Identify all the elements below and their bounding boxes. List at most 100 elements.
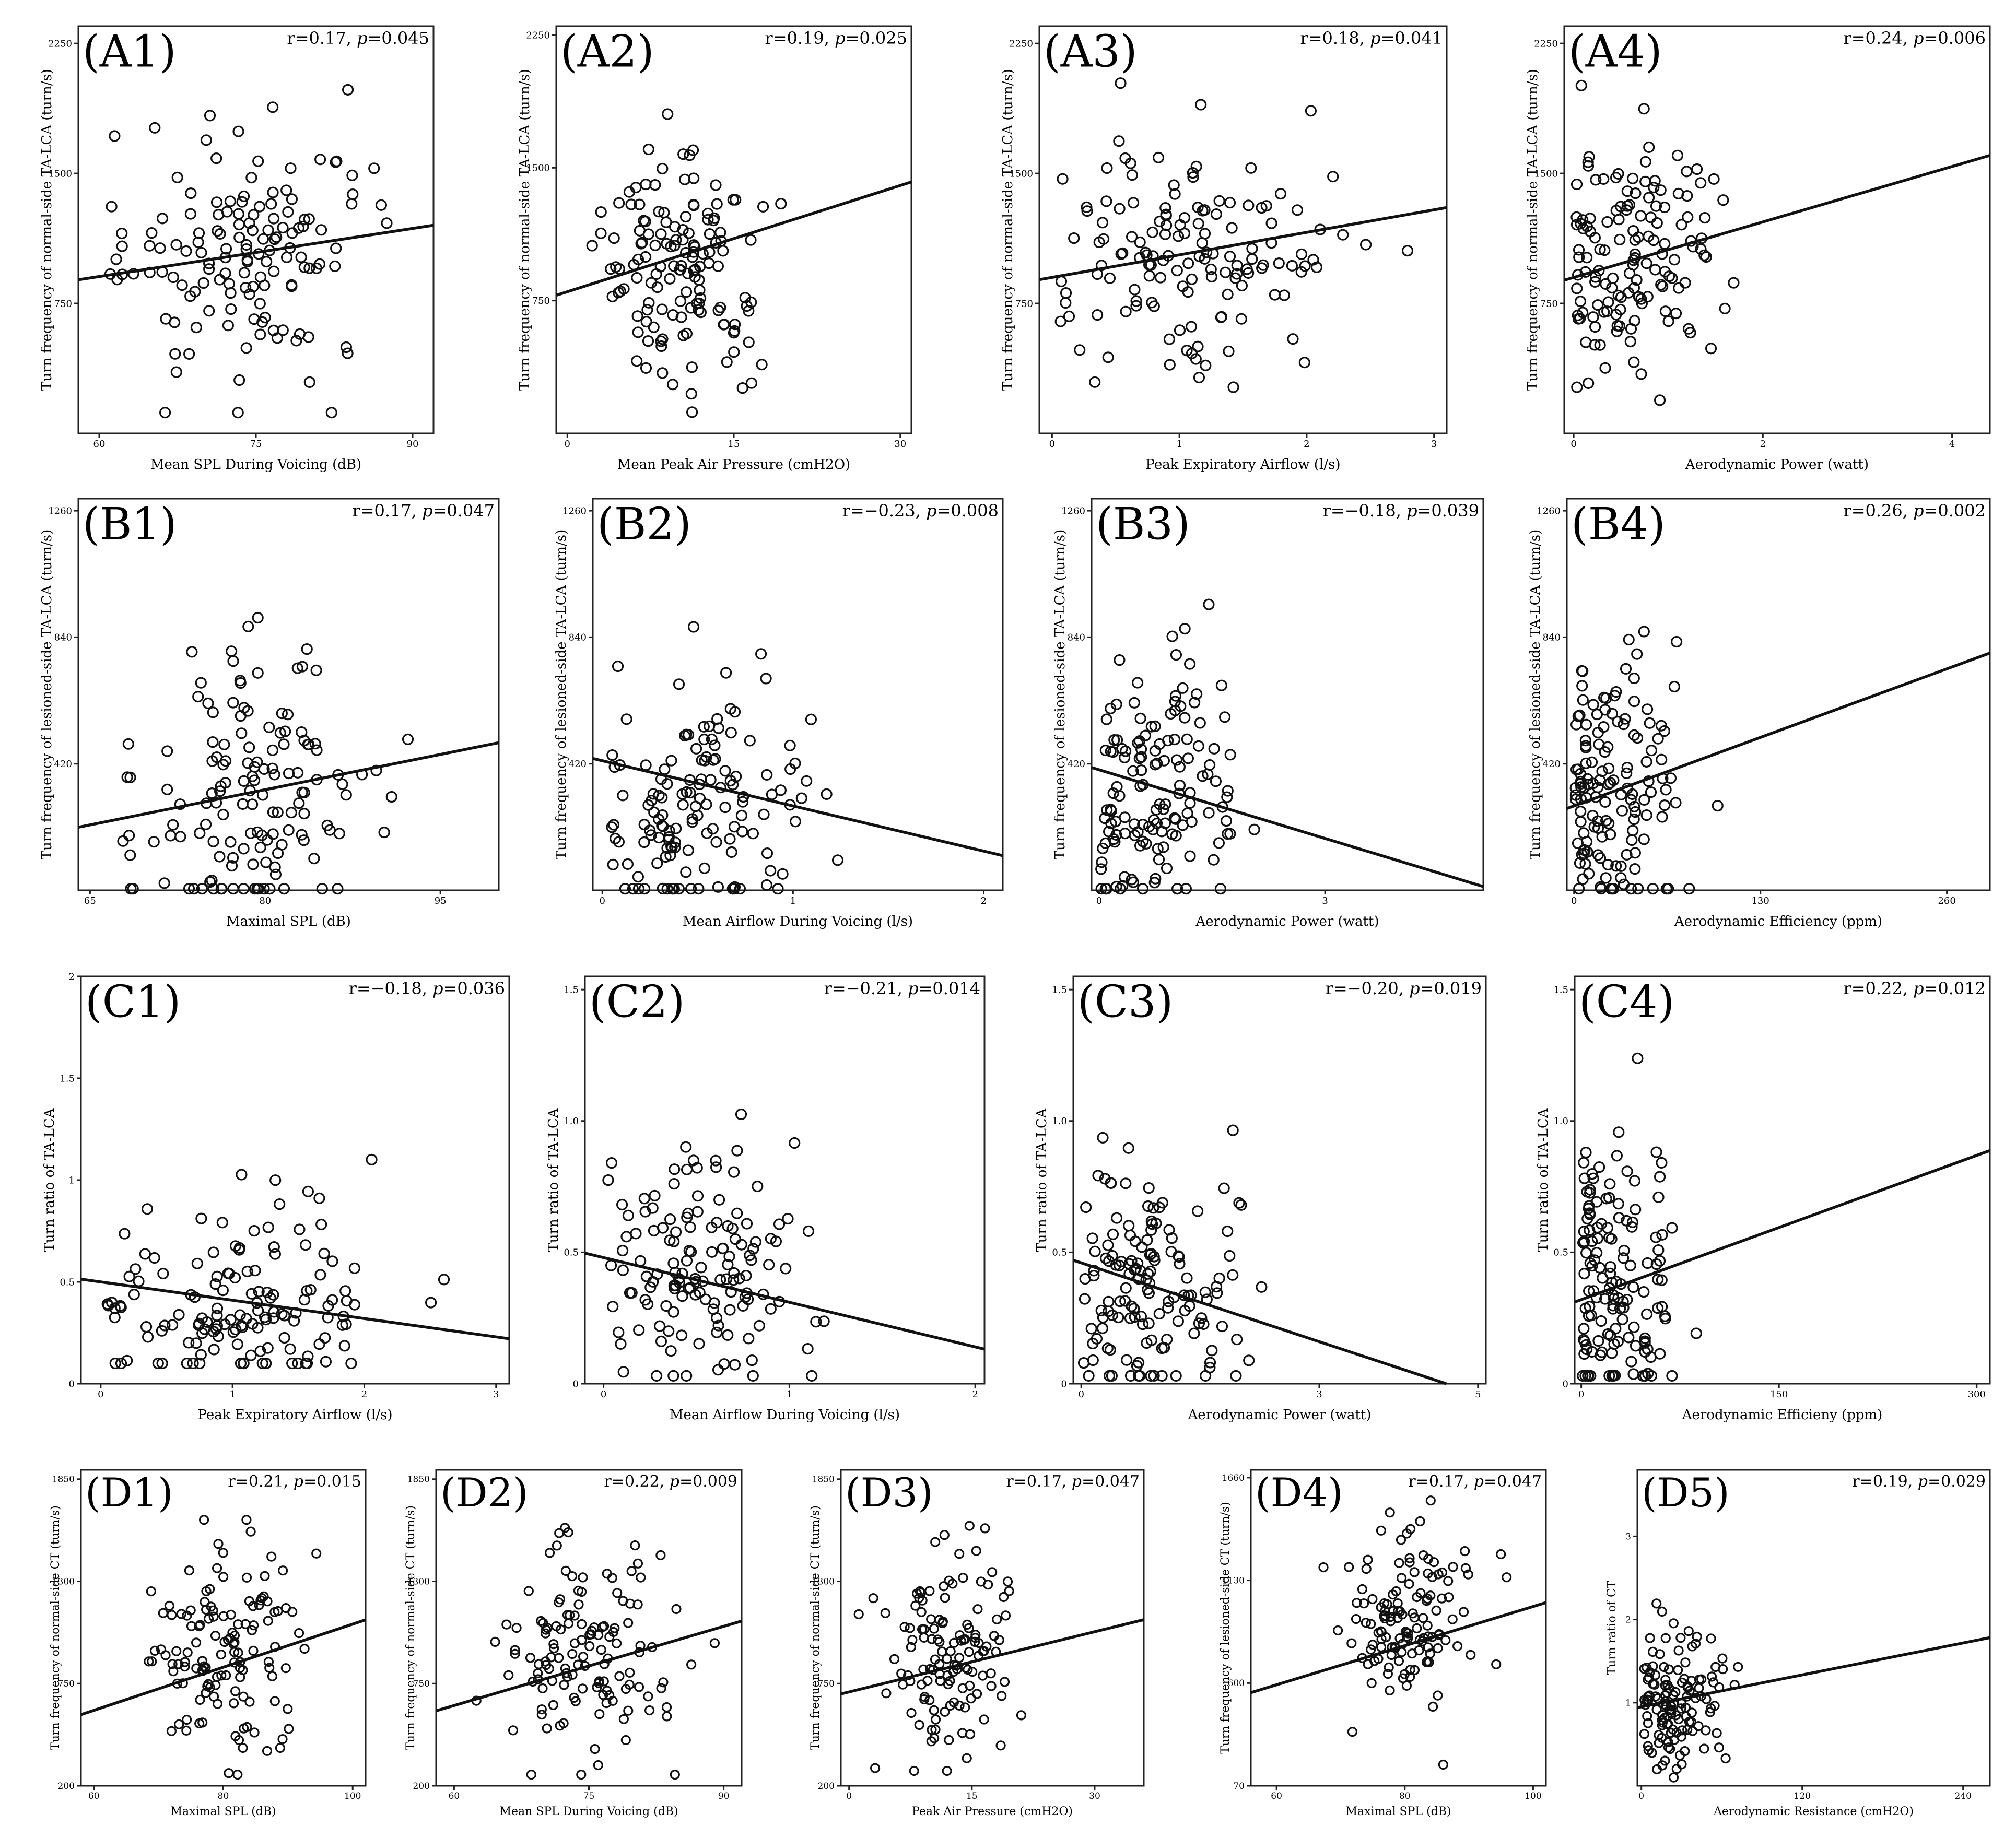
data-point (342, 84, 354, 96)
data-point (240, 342, 252, 354)
data-point (1645, 211, 1657, 223)
data-point (296, 661, 309, 673)
data-point (657, 162, 669, 175)
data-point (713, 1194, 725, 1206)
data-point (297, 220, 309, 232)
data-point (980, 1523, 990, 1534)
data-point (1210, 775, 1222, 787)
data-points (1054, 77, 1414, 393)
data-point (299, 1239, 312, 1251)
data-point (954, 1549, 965, 1559)
data-point (1366, 1644, 1376, 1655)
annotation-r: r=0.26, (1843, 501, 1913, 521)
data-point (184, 208, 196, 220)
data-point (261, 1287, 273, 1299)
data-point (1611, 1150, 1623, 1162)
data-point (425, 1297, 437, 1309)
data-point (1108, 734, 1120, 746)
data-point (1182, 752, 1194, 764)
data-point (1718, 1664, 1728, 1675)
y-tick-label: 1 (1625, 1698, 1631, 1709)
data-point (724, 1304, 736, 1316)
y-tick-label: 2250 (1009, 38, 1033, 49)
data-point (1666, 1728, 1676, 1738)
data-point (735, 1239, 747, 1251)
data-point (714, 301, 726, 313)
data-point (1100, 195, 1112, 207)
data-point (1166, 630, 1178, 642)
data-point (1575, 805, 1587, 818)
data-point (625, 1598, 636, 1609)
data-point (156, 1357, 168, 1370)
data-point (267, 1312, 279, 1324)
data-point (146, 1586, 156, 1597)
x-axis-label: Maximal SPL (dB) (226, 914, 351, 929)
data-point (1655, 720, 1667, 732)
data-point (1606, 281, 1618, 294)
data-point (1612, 1336, 1624, 1348)
correlation-annotation: r=0.17, p=0.047 (1408, 1472, 1542, 1491)
data-point (251, 756, 263, 768)
data-point (237, 798, 249, 810)
data-point (1401, 245, 1414, 257)
data-point (1621, 1293, 1633, 1306)
data-point (227, 697, 239, 709)
data-point (1089, 376, 1101, 388)
data-point (1404, 1578, 1414, 1589)
data-point (1649, 1679, 1660, 1690)
data-point (1129, 1311, 1141, 1323)
data-point (285, 162, 297, 174)
data-point (942, 1765, 952, 1776)
data-point (533, 1668, 543, 1679)
data-point (1691, 1639, 1701, 1649)
x-tick-label: 0 (846, 1791, 852, 1801)
data-point (207, 882, 219, 895)
data-point (1623, 1332, 1635, 1344)
data-point (652, 813, 665, 826)
annotation-r: r=0.18, (1300, 28, 1370, 48)
data-point (1095, 863, 1107, 875)
data-point (1626, 1216, 1638, 1228)
data-point (301, 1285, 313, 1297)
data-point (1193, 1317, 1205, 1329)
data-point (690, 743, 702, 755)
data-point (1120, 1282, 1132, 1294)
data-point (711, 1217, 723, 1229)
data-point (195, 677, 207, 689)
data-point (634, 198, 646, 210)
annotation-p-value: =0.009 (679, 1472, 737, 1491)
data-point (1213, 195, 1225, 207)
data-point (1137, 818, 1149, 831)
data-points (104, 84, 393, 419)
data-point (662, 1711, 672, 1722)
data-point (1613, 1212, 1625, 1224)
data-point (1639, 156, 1651, 168)
data-point (1114, 203, 1126, 215)
y-axis-label: Turn frequency of normal-side CT (turn/s… (49, 1505, 62, 1750)
data-point (1361, 1618, 1371, 1628)
y-tick-label: 3 (1625, 1531, 1631, 1542)
data-point (1170, 1370, 1182, 1382)
data-point (939, 1530, 950, 1540)
data-point (1610, 205, 1622, 217)
data-point (694, 1287, 706, 1299)
data-point (1257, 259, 1269, 271)
data-point (728, 327, 740, 339)
y-tick-label: 1260 (1537, 505, 1561, 516)
data-point (1671, 635, 1683, 648)
data-point (686, 406, 698, 418)
plot-frame (80, 1469, 367, 1787)
data-point (221, 206, 233, 218)
data-point (526, 1770, 536, 1780)
data-point (1654, 1730, 1664, 1740)
data-point (1381, 1632, 1391, 1642)
data-point (195, 1349, 207, 1361)
data-point (1148, 814, 1160, 826)
data-point (676, 1290, 688, 1302)
data-point (1580, 718, 1592, 731)
data-point (765, 1303, 777, 1315)
data-point (1161, 862, 1173, 875)
data-point (560, 1565, 571, 1576)
y-tick-label: 840 (569, 632, 587, 643)
